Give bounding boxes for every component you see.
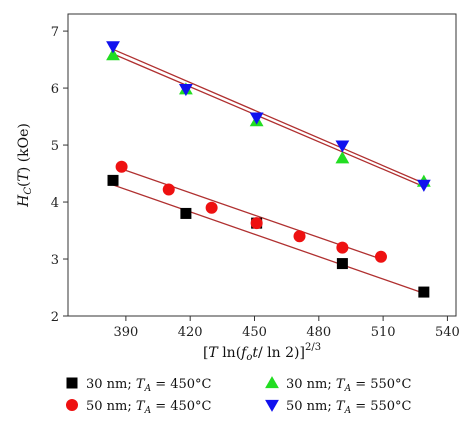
x-tick-label: 510 — [371, 325, 396, 340]
y-tick-label: 3 — [51, 253, 59, 268]
data-point — [418, 286, 430, 298]
y-tick-label: 4 — [51, 196, 59, 211]
data-point — [179, 84, 193, 97]
data-point — [416, 179, 431, 192]
data-point — [335, 151, 350, 164]
data-point — [249, 112, 264, 125]
data-point — [250, 217, 263, 230]
data-point — [66, 377, 78, 389]
y-tick-label: 7 — [51, 25, 59, 40]
data-point — [265, 399, 279, 412]
data-point — [205, 201, 218, 214]
y-tick-label: 2 — [51, 310, 59, 325]
x-tick-label: 390 — [113, 325, 138, 340]
x-axis-ticks: 390 420 450 480 510 540 — [113, 316, 460, 340]
y-axis-title: HC(T) (kOe) — [16, 123, 34, 208]
data-point — [106, 41, 120, 54]
data-point — [162, 183, 175, 196]
legend: 30 nm; TA = 450°C 50 nm; TA = 450°C 30 nm;… — [66, 376, 412, 416]
data-point — [106, 48, 120, 61]
data-point — [293, 230, 306, 243]
fit-line — [112, 184, 425, 294]
data-point — [66, 399, 78, 411]
x-tick-label: 480 — [306, 325, 331, 340]
x-tick-label: 420 — [178, 325, 203, 340]
data-point — [374, 250, 387, 263]
y-axis-ticks: 2 3 4 5 6 7 — [51, 25, 68, 325]
y-tick-label: 6 — [51, 82, 59, 97]
data-point — [336, 258, 348, 270]
fit-line — [112, 53, 425, 188]
data-markers — [106, 41, 431, 298]
legend-label: 50 nm; TA = 550°C — [286, 399, 412, 416]
data-point — [335, 140, 350, 153]
x-tick-label: 450 — [242, 325, 267, 340]
y-tick-label: 5 — [51, 139, 59, 154]
fit-line — [112, 48, 425, 184]
plot-frame — [67, 13, 457, 317]
data-point — [265, 376, 279, 389]
data-point — [180, 207, 192, 219]
data-point — [336, 241, 349, 254]
x-tick-label: 540 — [435, 325, 460, 340]
legend-label: 50 nm; TA = 450°C — [86, 399, 212, 416]
data-point — [107, 174, 119, 186]
x-axis-title: [T ln(fot/ ln 2)]2/3 — [203, 342, 321, 363]
data-point — [115, 160, 128, 173]
legend-label: 30 nm; TA = 450°C — [86, 377, 212, 394]
legend-label: 30 nm; TA = 550°C — [286, 377, 412, 394]
